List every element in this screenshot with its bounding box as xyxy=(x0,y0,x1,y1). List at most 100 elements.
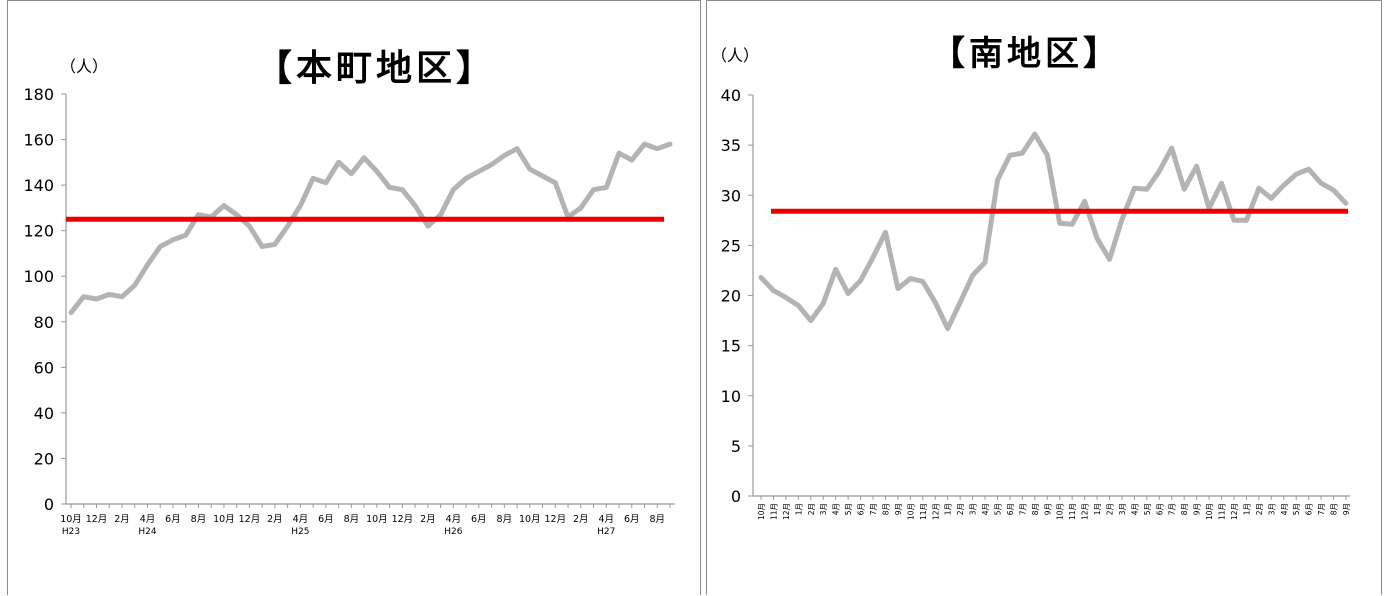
x-tick-label: 2月 xyxy=(573,514,589,525)
chart-panel-minami: 【南地区】 （人） 0 5 10 15 20 25 30 35 40 10月 11月 12月 1月 2月 3… xyxy=(706,0,1382,595)
x-tick-label: 6月 xyxy=(471,514,487,525)
x-tick-label: 4月 xyxy=(832,503,841,515)
x-tick-label: 12月 xyxy=(782,503,791,520)
y-tick-label: 20 xyxy=(34,449,54,468)
x-tick-label: 10月 xyxy=(519,514,541,525)
x-tick-label: 6月 xyxy=(624,514,640,525)
x-tick-label: 8月 xyxy=(191,514,207,525)
x-tick-label: 2月 xyxy=(420,514,436,525)
x-tick-label: 12月 xyxy=(1230,503,1239,520)
x-year-label: H27 xyxy=(597,527,615,537)
x-tick-label: 2月 xyxy=(956,503,965,515)
y-tick-label: 40 xyxy=(34,404,54,423)
y-tick-label: 180 xyxy=(23,85,54,104)
chart-title: 【本町地区】 xyxy=(256,48,496,89)
x-tick-label: 7月 xyxy=(1317,503,1326,515)
x-tick-label: 6月 xyxy=(318,514,334,525)
x-tick-label: 4月 xyxy=(446,514,462,525)
x-year-label: H24 xyxy=(138,527,156,537)
x-tick-label: 1月 xyxy=(794,503,803,515)
x-tick-label: 10月 xyxy=(60,514,82,525)
y-tick-label: 30 xyxy=(721,186,741,205)
x-tick-label: 12月 xyxy=(86,514,108,525)
y-tick-label: 40 xyxy=(721,86,741,105)
x-tick-label: 12月 xyxy=(239,514,261,525)
y-tick-label: 80 xyxy=(34,313,54,332)
y-tick-label: 100 xyxy=(23,267,54,286)
x-tick-label: 10月 xyxy=(1205,503,1214,520)
x-tick-label: 3月 xyxy=(1267,503,1276,515)
x-tick-label: 10月 xyxy=(213,514,235,525)
y-unit-label: （人） xyxy=(711,46,759,65)
x-tick-label: 10月 xyxy=(366,514,388,525)
x-tick-label: 1月 xyxy=(1093,503,1102,515)
y-tick-label: 0 xyxy=(44,495,54,514)
x-tick-label: 6月 xyxy=(1006,503,1015,515)
x-tick-label: 8月 xyxy=(881,503,890,515)
x-tick-label: 9月 xyxy=(1342,503,1351,515)
x-tick-label: 6月 xyxy=(165,514,181,525)
x-tick-label: 8月 xyxy=(649,514,665,525)
x-tick-label: 7月 xyxy=(1168,503,1177,515)
x-tick-label: 8月 xyxy=(1330,503,1339,515)
x-tick-label: 10月 xyxy=(906,503,915,520)
x-tick-label: 6月 xyxy=(1305,503,1314,515)
y-tick-label: 35 xyxy=(721,136,741,155)
x-tick-label: 5月 xyxy=(1292,503,1301,515)
x-tick-label: 11月 xyxy=(1068,503,1077,520)
y-tick-label: 10 xyxy=(721,387,741,406)
y-tick-label: 140 xyxy=(23,176,54,195)
x-tick-label: 9月 xyxy=(1193,503,1202,515)
x-tick-label: 8月 xyxy=(1180,503,1189,515)
x-tick-label: 2月 xyxy=(1255,503,1264,515)
x-tick-label: 10月 xyxy=(757,503,766,520)
x-tick-label: 9月 xyxy=(1043,503,1052,515)
x-tick-label: 3月 xyxy=(819,503,828,515)
x-tick-label: 5月 xyxy=(993,503,1002,515)
x-tick-label: 11月 xyxy=(1218,503,1227,520)
x-tick-label: 11月 xyxy=(769,503,778,520)
x-tick-label: 11月 xyxy=(919,503,928,520)
x-tick-label: 1月 xyxy=(1242,503,1251,515)
x-tick-label: 12月 xyxy=(545,514,567,525)
x-tick-label: 9月 xyxy=(894,503,903,515)
x-tick-label: 3月 xyxy=(969,503,978,515)
y-tick-label: 25 xyxy=(721,236,741,255)
series-line xyxy=(68,141,673,316)
x-tick-label: 8月 xyxy=(344,514,360,525)
y-tick-label: 5 xyxy=(731,437,741,456)
x-year-label: H25 xyxy=(291,527,309,537)
y-tick-label: 60 xyxy=(34,358,54,377)
x-tick-label: 6月 xyxy=(857,503,866,515)
x-tick-label: 1月 xyxy=(944,503,953,515)
x-tick-label: 4月 xyxy=(599,514,615,525)
chart-honmachi: 【本町地区】 （人） 0 20 40 60 80 100 120 140 160 180 10月 12… xyxy=(23,48,675,537)
x-tick-label: 12月 xyxy=(1081,503,1090,520)
plot-area: 0 20 40 60 80 100 120 140 160 180 10月 12月 2月 4月 6月 8月 10… xyxy=(23,85,675,537)
x-tick-label: 4月 xyxy=(981,503,990,515)
x-tick-label: 8月 xyxy=(497,514,513,525)
x-year-label: H26 xyxy=(444,527,462,537)
x-tick-label: 10月 xyxy=(1056,503,1065,520)
x-tick-label: 12月 xyxy=(392,514,414,525)
y-tick-label: 0 xyxy=(731,487,741,506)
y-tick-label: 160 xyxy=(23,131,54,150)
x-year-label: H23 xyxy=(62,527,80,537)
x-tick-label: 2月 xyxy=(1106,503,1115,515)
x-tick-label: 7月 xyxy=(1018,503,1027,515)
y-unit-label: （人） xyxy=(60,57,108,76)
x-tick-label: 4月 xyxy=(293,514,309,525)
chart-title: 【南地区】 xyxy=(931,34,1121,74)
x-tick-label: 2月 xyxy=(807,503,816,515)
x-tick-label: 2月 xyxy=(114,514,130,525)
chart-panel-honmachi: 【本町地区】 （人） 0 20 40 60 80 100 120 140 160 180 10月 12… xyxy=(7,0,701,595)
x-tick-label: 4月 xyxy=(1130,503,1139,515)
x-tick-label: 3月 xyxy=(1118,503,1127,515)
x-tick-label: 4月 xyxy=(140,514,156,525)
x-tick-label: 12月 xyxy=(931,503,940,520)
x-tick-label: 2月 xyxy=(267,514,283,525)
x-tick-label: 6月 xyxy=(1155,503,1164,515)
y-tick-label: 120 xyxy=(23,222,54,241)
